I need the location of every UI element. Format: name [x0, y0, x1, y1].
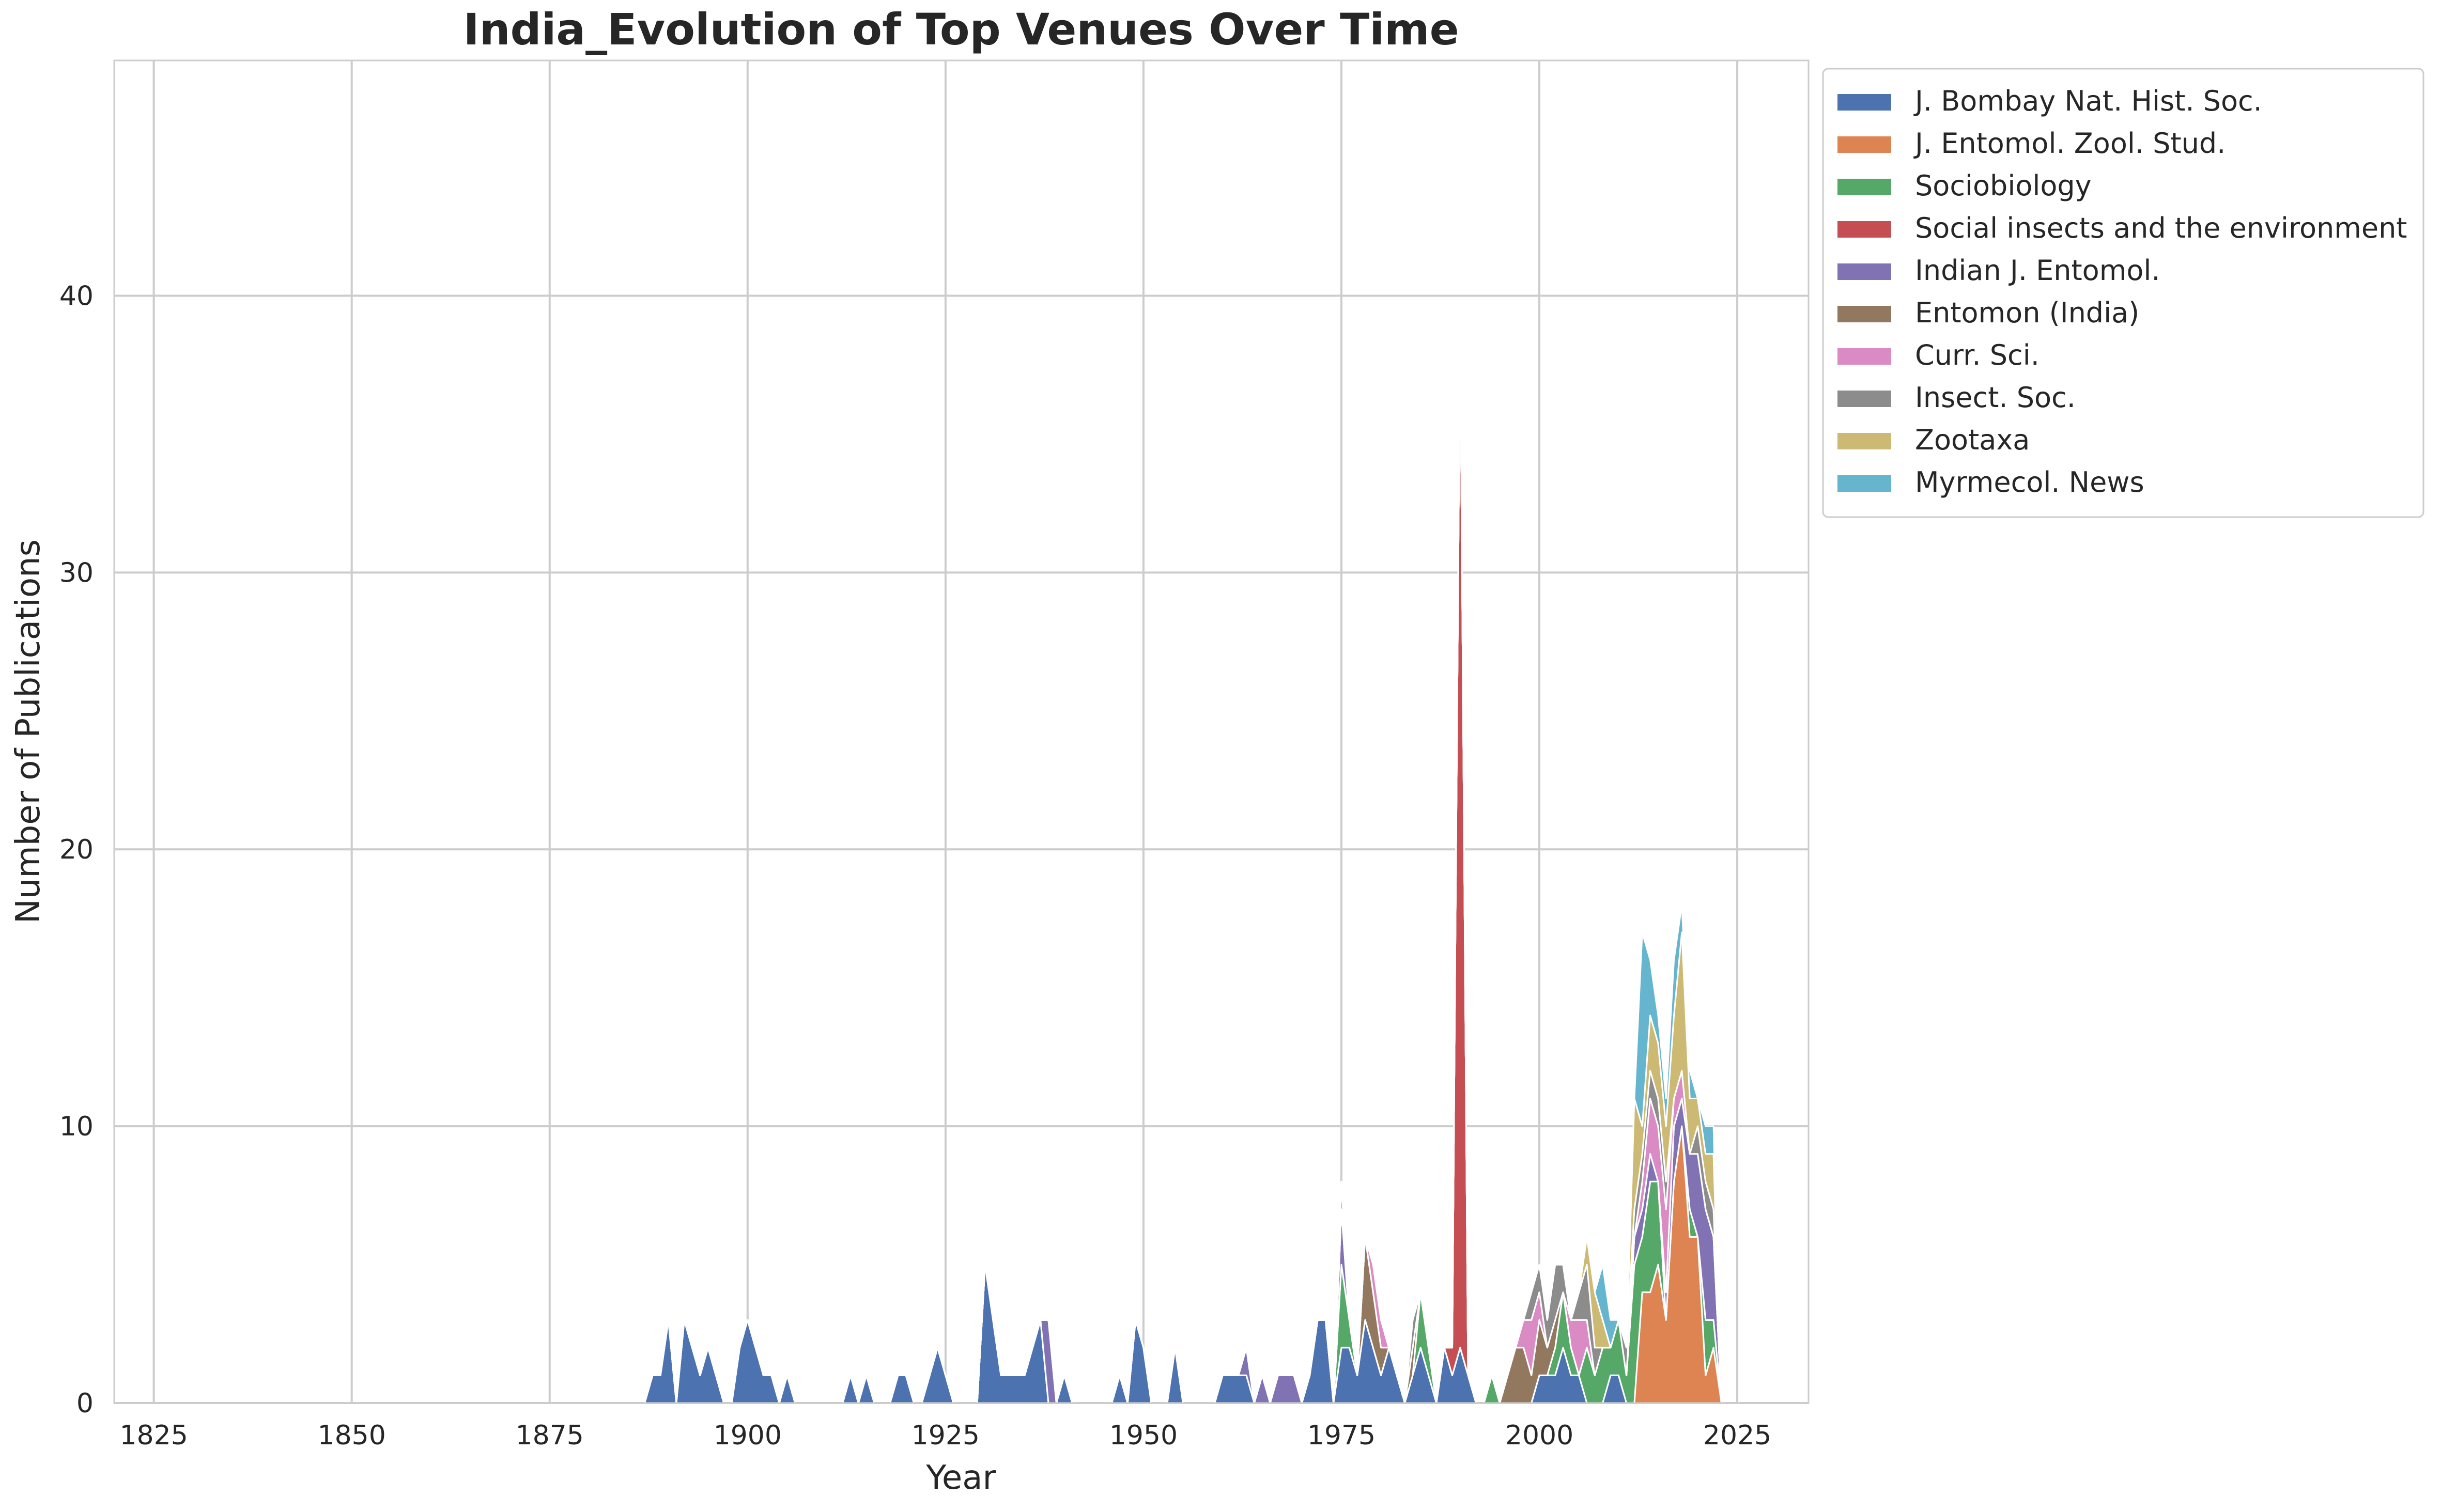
legend-item: Myrmecol. News [1837, 466, 2144, 498]
legend-swatch [1837, 348, 1891, 365]
y-tick-label: 30 [59, 557, 94, 588]
x-tick-label: 1825 [119, 1420, 188, 1451]
legend-label: Curr. Sci. [1915, 339, 2040, 371]
legend-item: Indian J. Entomol. [1837, 254, 2160, 287]
chart-title: India_Evolution of Top Venues Over Time [463, 4, 1459, 55]
x-axis-label: Year [925, 1459, 996, 1497]
legend-item: Social insects and the environment [1837, 212, 2407, 244]
legend-label: Indian J. Entomol. [1915, 254, 2160, 287]
legend-swatch [1837, 306, 1891, 322]
legend: J. Bombay Nat. Hist. Soc. J. Entomol. Zoo… [1822, 68, 2424, 518]
legend-swatch [1837, 433, 1891, 449]
legend-item: Insect. Soc. [1837, 381, 2076, 414]
legend-item: Entomon (India) [1837, 297, 2139, 329]
x-tick-label: 1900 [714, 1420, 782, 1451]
x-tick-label: 1950 [1109, 1420, 1178, 1451]
x-tick-label: 1875 [516, 1420, 584, 1451]
y-axis-label: Number of Publications [9, 539, 48, 924]
legend-label: J. Entomol. Zool. Stud. [1913, 127, 2226, 160]
x-tick-label: 1850 [318, 1420, 386, 1451]
legend-item: J. Entomol. Zool. Stud. [1837, 127, 2226, 160]
y-tick-label: 40 [59, 280, 94, 311]
legend-swatch [1837, 475, 1891, 492]
x-tick-label: 1925 [911, 1420, 980, 1451]
legend-swatch [1837, 263, 1891, 280]
legend-swatch [1837, 136, 1891, 153]
plot-frame [113, 59, 1810, 1404]
x-tick-label: 2000 [1505, 1420, 1573, 1451]
legend-label: Myrmecol. News [1915, 466, 2144, 498]
legend-label: Social insects and the environment [1915, 212, 2407, 244]
y-tick-label: 0 [76, 1388, 94, 1419]
legend-item: Curr. Sci. [1837, 339, 2040, 371]
legend-label: J. Bombay Nat. Hist. Soc. [1913, 85, 2262, 117]
legend-label: Sociobiology [1915, 169, 2092, 202]
legend-swatch [1837, 94, 1891, 111]
legend-item: Sociobiology [1837, 169, 2092, 202]
legend-label: Zootaxa [1915, 424, 2030, 456]
legend-item: Zootaxa [1837, 424, 2030, 456]
legend-swatch [1837, 221, 1891, 238]
x-tick-label: 2025 [1703, 1420, 1771, 1451]
y-tick-label: 10 [59, 1111, 94, 1142]
legend-box [1822, 68, 2424, 518]
legend-label: Entomon (India) [1915, 297, 2139, 329]
legend-item: J. Bombay Nat. Hist. Soc. [1837, 85, 2262, 117]
x-tick-label: 1975 [1307, 1420, 1376, 1451]
tick-labels: 1825 1850 1875 1900 1925 1950 1975 2000 2025 0 10 2… [59, 280, 1771, 1451]
legend-swatch [1837, 179, 1891, 195]
legend-swatch [1837, 391, 1891, 407]
y-tick-label: 20 [59, 834, 94, 865]
legend-label: Insect. Soc. [1915, 381, 2076, 414]
